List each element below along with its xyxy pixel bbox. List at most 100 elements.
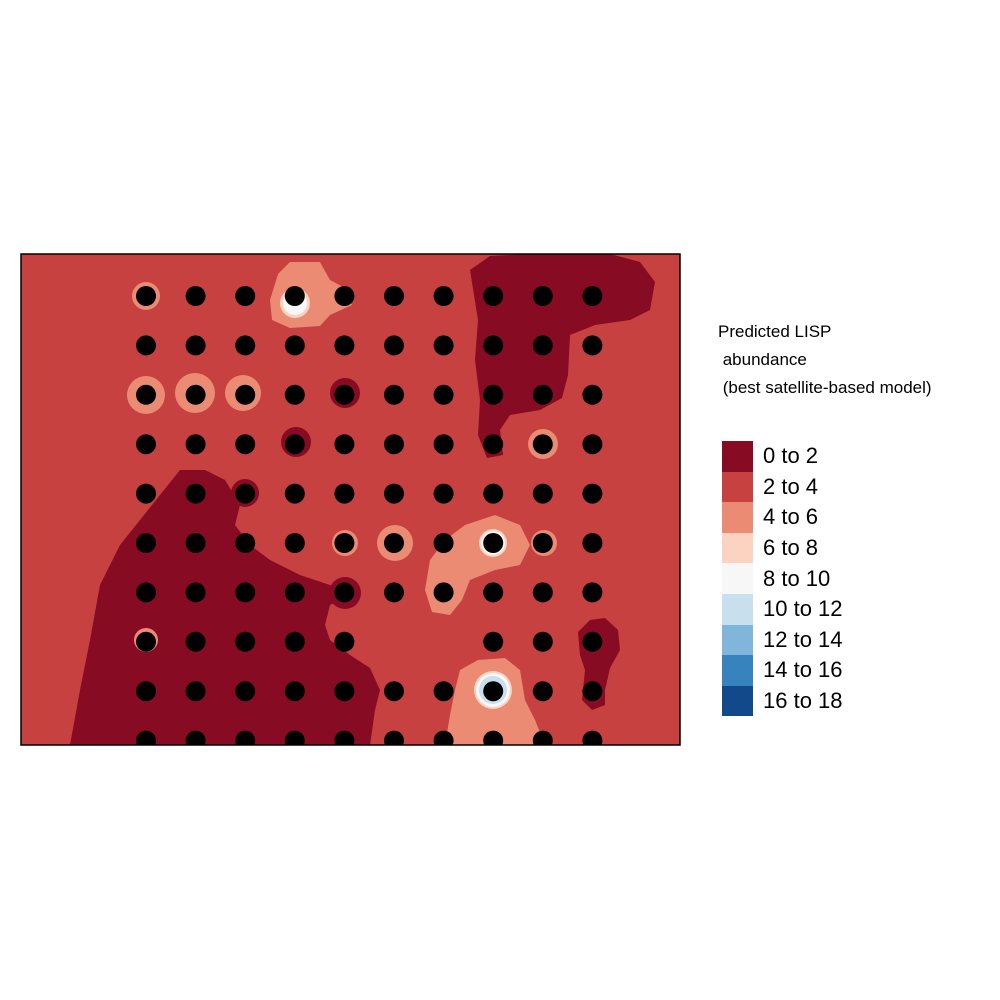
sample-point [483, 286, 504, 306]
legend-swatch [722, 471, 753, 503]
sample-point [136, 384, 156, 405]
sample-point [185, 730, 206, 745]
sample-point [433, 582, 454, 603]
sample-point [185, 533, 206, 553]
legend-item: 4 to 6 [722, 502, 843, 533]
sample-point [532, 730, 553, 745]
sample-point [185, 335, 206, 356]
sample-point [384, 582, 404, 603]
sample-point [582, 434, 603, 455]
sample-point [185, 384, 206, 405]
sample-point [582, 730, 603, 745]
sample-point [136, 286, 156, 306]
sample-point [235, 335, 256, 356]
sample-point [284, 434, 305, 455]
sample-point [185, 582, 206, 603]
sample-point [532, 631, 553, 652]
sample-point [334, 434, 355, 455]
sample-point [532, 533, 553, 553]
legend-label: 2 to 4 [763, 473, 819, 499]
sample-point [582, 582, 603, 603]
legend-swatch [722, 624, 753, 656]
sample-point [582, 335, 603, 356]
sample-point [284, 483, 305, 504]
sample-point [334, 681, 355, 702]
legend-swatch [722, 563, 753, 594]
sample-point [284, 384, 305, 405]
legend-swatch [722, 593, 753, 625]
sample-point [334, 582, 355, 603]
sample-point [532, 335, 553, 356]
legend-swatch [722, 655, 753, 686]
sample-point [284, 286, 305, 306]
sample-point [284, 582, 305, 603]
legend-label: 0 to 2 [763, 443, 819, 469]
sample-points [136, 286, 603, 745]
sample-point [384, 730, 404, 745]
legend-swatch [722, 532, 753, 564]
sample-point [483, 335, 504, 356]
sample-point [582, 286, 603, 306]
sample-point [384, 335, 404, 356]
sample-point [334, 286, 355, 306]
sample-point [334, 483, 355, 504]
sample-point [532, 681, 553, 702]
sample-point [582, 681, 603, 702]
sample-point [483, 483, 504, 504]
sample-point [185, 681, 206, 702]
sample-point [235, 582, 256, 603]
sample-point [235, 286, 256, 306]
sample-point [334, 384, 355, 405]
sample-point [235, 631, 256, 652]
sample-point [235, 730, 256, 745]
legend: Predicted LISP abundance (best satellite… [718, 318, 988, 717]
legend-label: 12 to 14 [763, 626, 843, 652]
sample-point [334, 335, 355, 356]
sample-point [384, 681, 404, 702]
sample-point [185, 286, 206, 306]
sample-point [483, 533, 504, 553]
legend-title-line-3: (best satellite-based model) [718, 378, 932, 397]
sample-point [483, 384, 504, 405]
legend-items: 0 to 2 2 to 4 4 to 6 6 to 8 8 to 10 10 t… [722, 441, 843, 717]
legend-label: 14 to 16 [763, 657, 843, 683]
sample-point [384, 483, 404, 504]
sample-point [334, 533, 355, 553]
raster-layer [21, 254, 680, 745]
sample-point [136, 730, 156, 745]
legend-item: 8 to 10 [722, 563, 843, 594]
sample-point [483, 434, 504, 455]
sample-point [136, 681, 156, 702]
sample-point [384, 434, 404, 455]
legend-title-line-1: Predicted LISP [718, 322, 832, 341]
sample-point [532, 582, 553, 603]
legend-item: 6 to 8 [722, 532, 843, 564]
sample-point [136, 631, 156, 652]
sample-point [433, 483, 454, 504]
legend-label: 8 to 10 [763, 565, 831, 591]
legend-item: 14 to 16 [722, 655, 843, 686]
legend-label: 6 to 8 [763, 535, 819, 561]
sample-point [284, 533, 305, 553]
sample-point [582, 483, 603, 504]
sample-point [136, 533, 156, 553]
sample-point [284, 631, 305, 652]
sample-point [185, 631, 206, 652]
sample-point [532, 384, 553, 405]
sample-point [582, 533, 603, 553]
sample-point [334, 730, 355, 745]
map-frame [20, 253, 681, 746]
sample-point [235, 483, 256, 504]
sample-point [433, 286, 454, 306]
sample-point [334, 631, 355, 652]
legend-swatch [722, 441, 753, 472]
sample-point [136, 582, 156, 603]
sample-point [235, 681, 256, 702]
sample-point [433, 533, 454, 553]
sample-point [532, 286, 553, 306]
sample-point [136, 335, 156, 356]
sample-point [532, 483, 553, 504]
sample-point [433, 434, 454, 455]
sample-point [483, 582, 504, 603]
